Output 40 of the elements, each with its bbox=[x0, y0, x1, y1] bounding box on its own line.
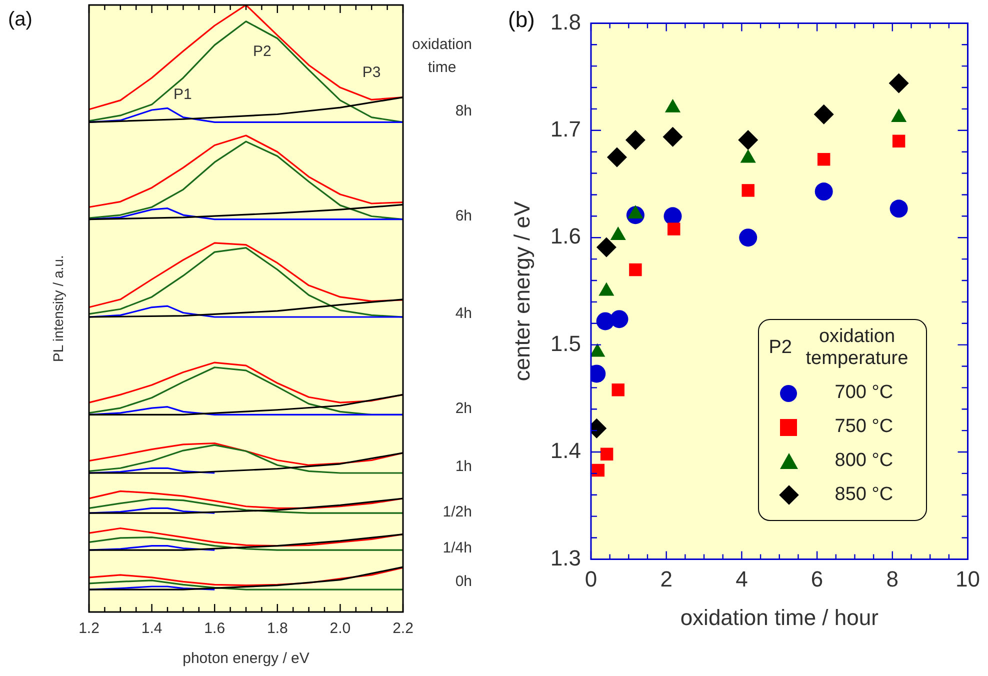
x-tick-label: 2.0 bbox=[330, 620, 351, 638]
text: 1/4h bbox=[442, 539, 472, 556]
y-tick-label: 1.7 bbox=[550, 116, 581, 142]
y-tick-label: 1.8 bbox=[550, 9, 581, 34]
text: 1/2h bbox=[442, 504, 472, 521]
x-tick-label: 1.8 bbox=[266, 620, 288, 638]
annotation: P2 bbox=[253, 43, 272, 60]
text: 6h bbox=[455, 207, 472, 224]
annotation: P3 bbox=[362, 64, 381, 81]
text: 1h bbox=[455, 458, 472, 476]
x-tick-label: 1.4 bbox=[141, 620, 162, 638]
legend-label: 850 °C bbox=[834, 484, 894, 506]
y-tick-label: 1.5 bbox=[550, 330, 581, 356]
legend-label: 700 °C bbox=[834, 382, 894, 404]
annotation: P1 bbox=[174, 86, 192, 103]
y-tick-label: 1.3 bbox=[550, 545, 581, 570]
text: oxidation time bbox=[412, 36, 472, 76]
text: 4h bbox=[455, 305, 472, 322]
x-tick-label: 10 bbox=[956, 566, 980, 592]
text: 0h bbox=[455, 572, 472, 590]
x-tick-label: 8 bbox=[886, 566, 899, 592]
x-tick-label: 4 bbox=[736, 566, 748, 592]
x-tick-label: 0 bbox=[584, 566, 598, 592]
x-axis-title: photon energy / eV bbox=[182, 650, 310, 668]
x-tick-label: 6 bbox=[810, 566, 824, 592]
x-tick-label: 1.2 bbox=[78, 620, 100, 638]
y-tick-label: 1.6 bbox=[550, 224, 581, 249]
y-tick-label: 1.4 bbox=[550, 438, 581, 464]
x-tick-label: 1.6 bbox=[204, 620, 226, 638]
y-axis-title: center energy / eV bbox=[509, 200, 534, 382]
x-tick-label: 2.2 bbox=[392, 620, 414, 638]
y-axis-title: PL intensity / a.u. bbox=[50, 255, 66, 362]
chart-title: (b) bbox=[508, 7, 535, 32]
text: 2h bbox=[455, 400, 472, 417]
legend-label: 800 °C bbox=[834, 450, 894, 472]
text: 8h bbox=[455, 102, 472, 120]
legend-label: 750 °C bbox=[834, 416, 894, 438]
chart-title: (a) bbox=[8, 8, 32, 31]
x-tick-label: 2 bbox=[660, 566, 672, 592]
x-axis-title: oxidation time / hour bbox=[680, 604, 878, 630]
